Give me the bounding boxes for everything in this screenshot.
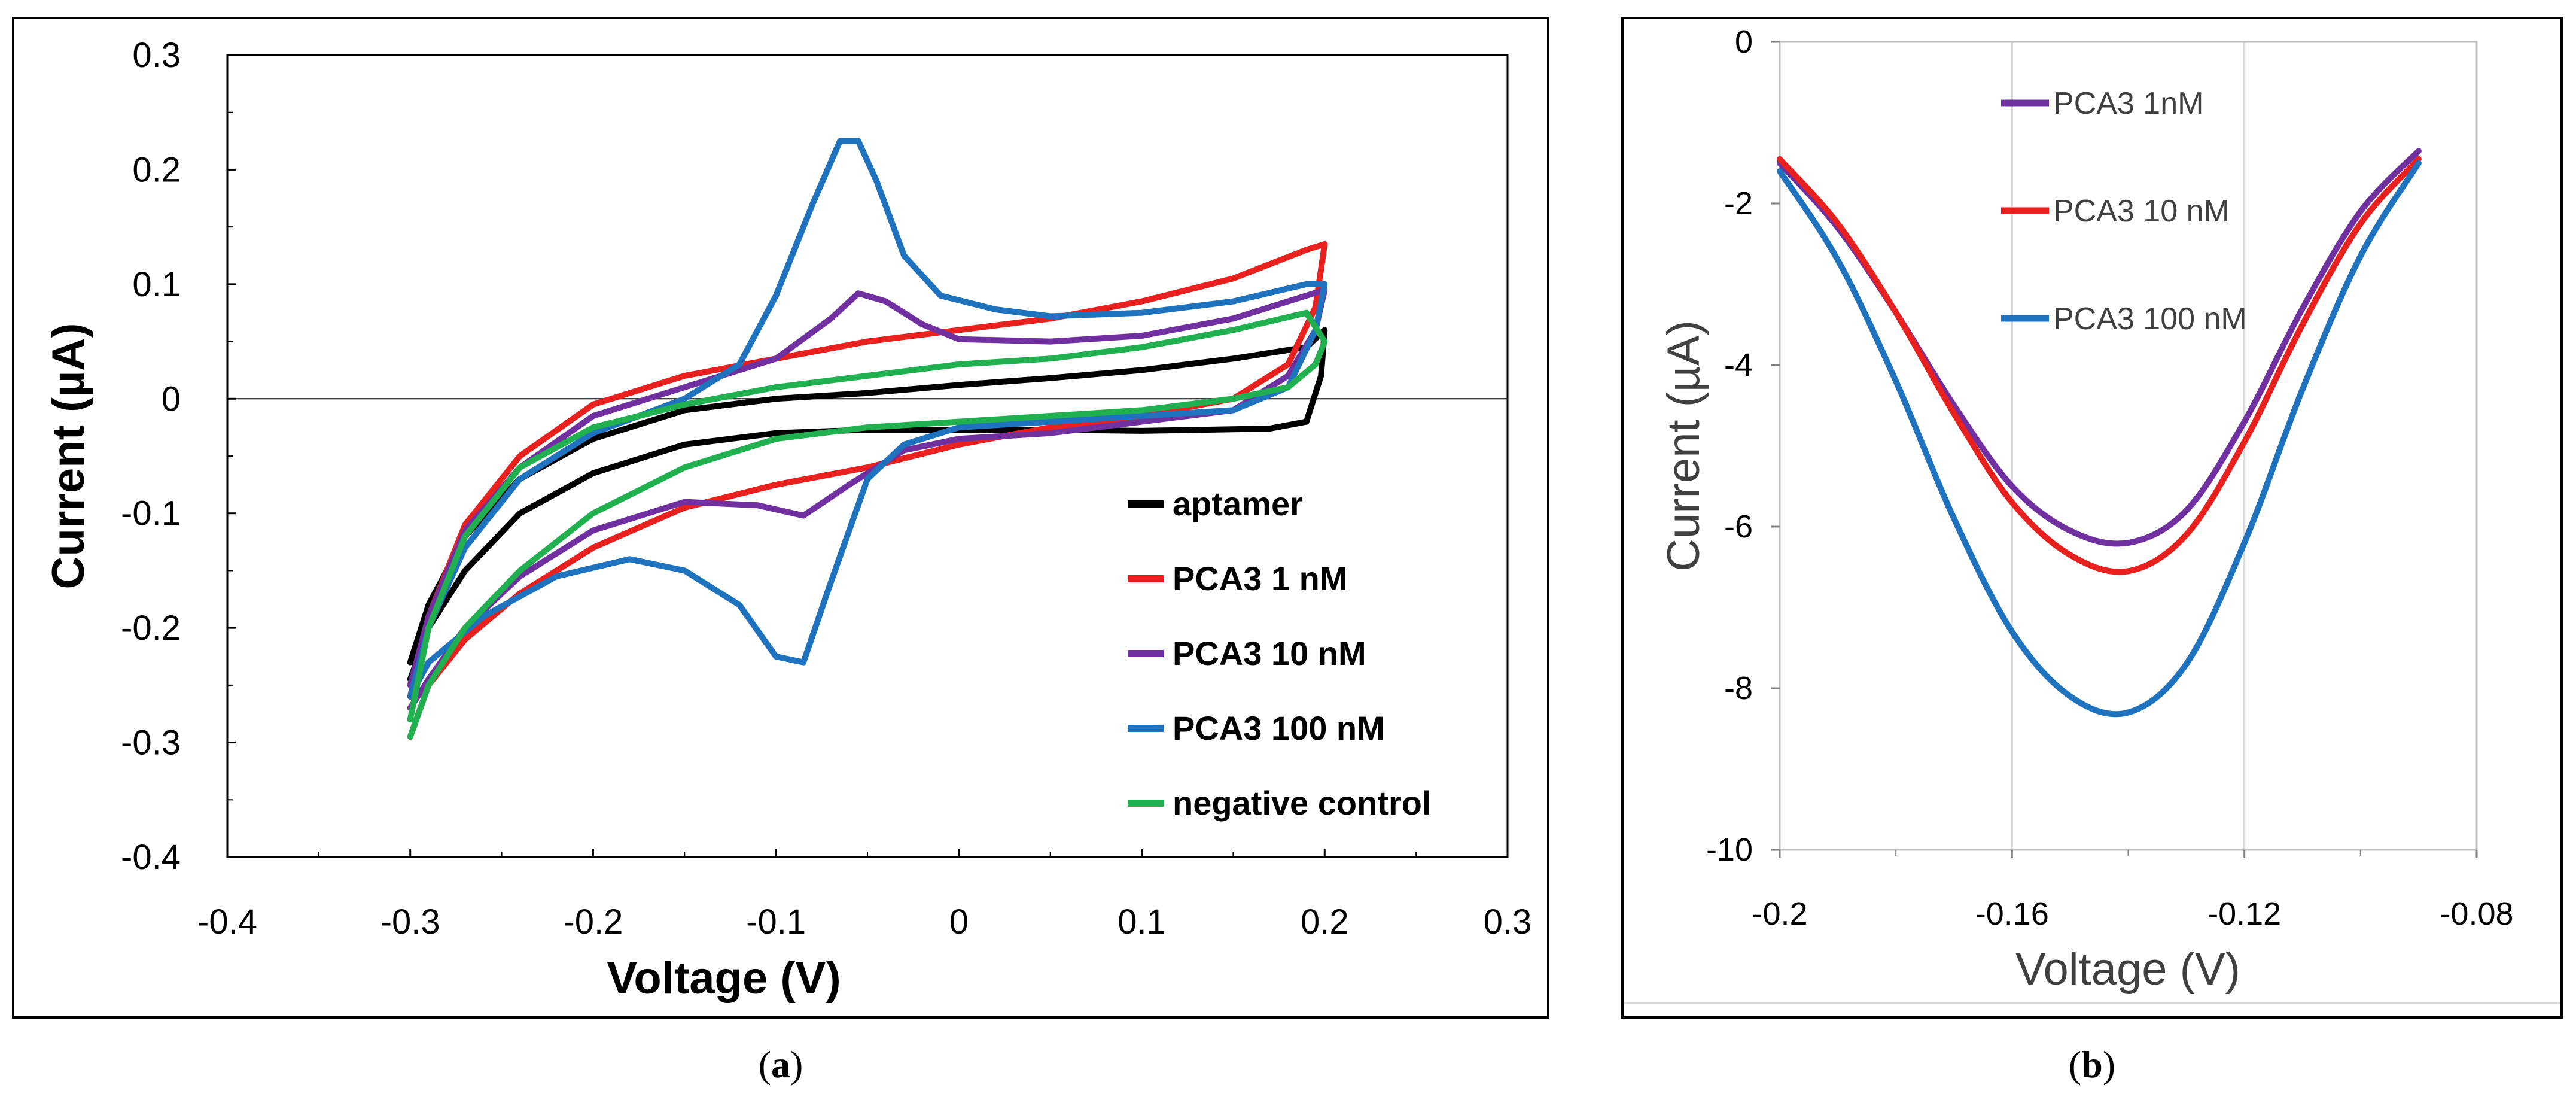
panel-b-y-tick-label: 0 <box>1735 24 1753 60</box>
panel-b-y-ticks: 0 -2 -4 -6 -8 -10 <box>1706 24 1780 868</box>
panel-b-series <box>1777 148 2422 718</box>
panel-a-caption-letter: a <box>771 1043 790 1086</box>
panel-a-x-tick-label: -0.1 <box>746 903 806 941</box>
panel-a-legend-label-negative-control: negative control <box>1173 784 1432 822</box>
panel-a-legend-label-aptamer: aptamer <box>1173 485 1303 522</box>
panel-a-series <box>407 138 1328 740</box>
panel-a-y-tick-label: 0.2 <box>132 150 181 189</box>
panel-a-y-tick-label: 0 <box>162 379 181 418</box>
panel-a-x-tick-label: 0 <box>949 903 969 941</box>
panel-b-x-tick-label: -0.16 <box>1975 896 2049 932</box>
panel-a-legend-label-pca3-1-nm: PCA3 1 nM <box>1173 560 1348 597</box>
panel-b-legend-label-pca3-10-nm: PCA3 10 nM <box>2053 194 2230 229</box>
panel-a-x-tick-label: 0.3 <box>1484 903 1532 941</box>
panel-a-x-tick-label: -0.3 <box>380 903 440 941</box>
panel-b-y-tick-label: -8 <box>1724 670 1753 706</box>
panel-b-y-tick-label: -10 <box>1706 832 1753 868</box>
panel-a-x-tick-label: 0.2 <box>1301 903 1349 941</box>
panel-a-legend: aptamer PCA3 1 nM PCA3 10 nM PCA3 100 nM neg… <box>1128 485 1432 822</box>
panel-a-y-tick-label: 0.3 <box>132 36 181 75</box>
panel-a-x-axis-title: Voltage (V) <box>607 953 841 1004</box>
panel-b-y-tick-label: -6 <box>1724 509 1753 545</box>
panel-b-x-tick-label: -0.12 <box>2207 896 2281 932</box>
panel-b-legend: PCA3 1nM PCA3 10 nM PCA3 100 nM <box>2001 86 2247 336</box>
panel-a-y-tick-label: -0.4 <box>121 838 181 877</box>
panel-b-legend-label-pca3-100-nm: PCA3 100 nM <box>2053 302 2247 336</box>
panel-a-y-axis-title: Current (µA) <box>43 323 94 590</box>
panel-b-y-tick-label: -2 <box>1724 186 1753 221</box>
panel-b-line-pca3-100-nm <box>1777 160 2422 718</box>
panel-a-legend-label-pca3-10-nm: PCA3 10 nM <box>1173 634 1366 672</box>
panel-a-y-ticks: 0.3 0.2 0.1 0 -0.1 -0.2 -0.3 -0.4 <box>121 36 236 877</box>
panel-a-y-tick-label: -0.2 <box>121 609 181 648</box>
panel-b-x-ticks: -0.2 -0.16 -0.12 -0.08 <box>1752 850 2514 932</box>
panel-a-y-tick-label: 0.1 <box>132 265 181 304</box>
panel-a-legend-label-pca3-100-nm: PCA3 100 nM <box>1173 709 1385 747</box>
panel-a-x-ticks: -0.4 -0.3 -0.2 -0.1 0 0.1 0.2 0.3 <box>197 849 1531 941</box>
panel-a-line-pca3-1-nm <box>407 241 1328 740</box>
panel-b-y-axis-title: Current (µA) <box>1658 320 1709 572</box>
panel-b-legend-label-pca3-1nm: PCA3 1nM <box>2053 86 2203 121</box>
panel-b-caption-letter: b <box>2081 1043 2103 1086</box>
panel-a-line-pca3-100-nm <box>407 138 1328 700</box>
panel-b-line-pca3-10-nm <box>1777 156 2422 575</box>
panel-b-y-tick-label: -4 <box>1724 347 1753 383</box>
panel-a-plot-area <box>226 54 1509 858</box>
panel-a-x-tick-label: -0.2 <box>563 903 623 941</box>
panel-a-line-negative-control <box>407 309 1328 740</box>
panel-a-y-tick-label: -0.3 <box>121 724 181 762</box>
panel-b-caption: (b) <box>2069 1043 2115 1086</box>
panel-b-frame <box>1621 17 2563 1019</box>
panel-a-y-tick-label: -0.1 <box>121 494 181 533</box>
panel-a-x-tick-label: -0.4 <box>197 903 257 941</box>
panel-b-x-axis-title: Voltage (V) <box>2015 944 2240 995</box>
panel-a-x-tick-label: 0.1 <box>1118 903 1166 941</box>
panel-a-caption: (a) <box>759 1043 803 1086</box>
panel-b-x-tick-label: -0.2 <box>1752 896 1807 932</box>
panel-b-x-tick-label: -0.08 <box>2440 896 2513 932</box>
